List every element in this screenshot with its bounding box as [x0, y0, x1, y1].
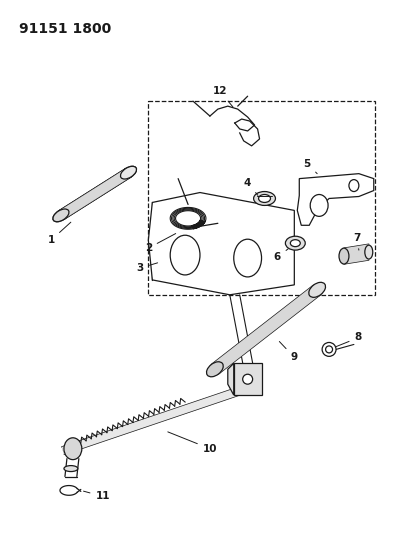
Ellipse shape: [322, 343, 336, 357]
Polygon shape: [211, 285, 321, 374]
Text: 8: 8: [354, 333, 361, 343]
Text: 10: 10: [168, 432, 217, 454]
Ellipse shape: [310, 195, 328, 216]
Ellipse shape: [349, 180, 359, 191]
Ellipse shape: [243, 374, 253, 384]
Text: 2: 2: [145, 233, 176, 253]
Ellipse shape: [234, 239, 261, 277]
Ellipse shape: [309, 282, 326, 297]
Ellipse shape: [286, 236, 305, 250]
Polygon shape: [148, 192, 294, 295]
Polygon shape: [228, 364, 234, 395]
Text: 5: 5: [304, 159, 317, 174]
Polygon shape: [297, 174, 374, 225]
Ellipse shape: [253, 191, 276, 205]
Bar: [148, 101, 375, 295]
Ellipse shape: [206, 362, 223, 377]
Text: 6: 6: [274, 249, 288, 262]
Bar: [234, 364, 261, 395]
Ellipse shape: [64, 438, 82, 459]
Ellipse shape: [170, 235, 200, 275]
Ellipse shape: [259, 195, 270, 203]
Ellipse shape: [290, 240, 300, 247]
Ellipse shape: [339, 248, 349, 264]
Text: 4: 4: [244, 177, 258, 195]
Ellipse shape: [53, 209, 69, 222]
Ellipse shape: [120, 166, 137, 179]
Ellipse shape: [120, 166, 137, 179]
Ellipse shape: [365, 245, 373, 259]
Ellipse shape: [326, 346, 333, 353]
Polygon shape: [344, 244, 369, 264]
Text: 11: 11: [84, 491, 110, 502]
Ellipse shape: [64, 466, 78, 472]
Polygon shape: [58, 168, 131, 220]
Text: 91151 1800: 91151 1800: [19, 22, 112, 36]
Text: 12: 12: [213, 86, 233, 107]
Text: 7: 7: [353, 233, 361, 250]
Polygon shape: [62, 385, 246, 455]
Text: 9: 9: [279, 342, 298, 362]
Text: 1: 1: [48, 222, 71, 245]
Ellipse shape: [53, 209, 69, 222]
Text: 3: 3: [137, 263, 158, 273]
